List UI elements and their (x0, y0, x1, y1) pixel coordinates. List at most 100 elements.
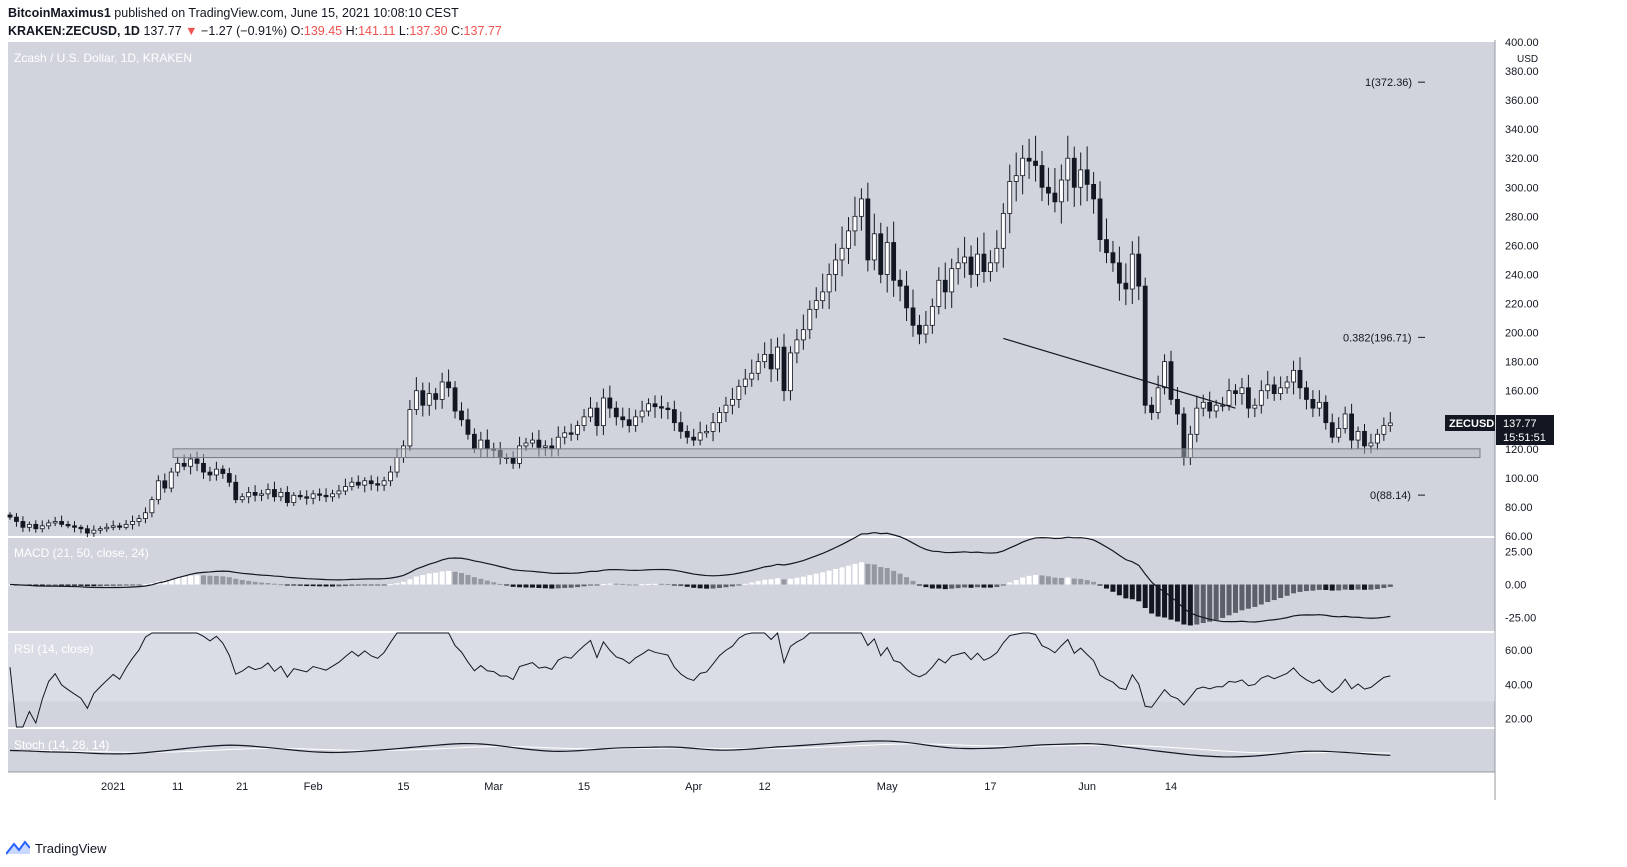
macd-hist-bar (529, 584, 535, 588)
macd-hist-bar (1233, 584, 1238, 613)
macd-hist-bar (375, 584, 381, 586)
macd-hist-bar (800, 576, 806, 585)
candle-down (536, 439, 542, 448)
candle-down (201, 462, 206, 473)
macd-hist-bar (91, 584, 97, 587)
macd-hist-bar (833, 568, 839, 585)
macd-histogram (7, 562, 1393, 626)
price-axis-tick-label: 300.00 (1505, 182, 1539, 194)
macd-hist-bar (1194, 584, 1200, 625)
candle-up (962, 256, 967, 264)
price-axis-tick-label: 120.00 (1505, 444, 1539, 456)
candle-down (446, 381, 452, 389)
candle-up (852, 215, 858, 232)
macd-hist-bar (755, 581, 761, 585)
macd-hist-bar (704, 584, 710, 589)
candle-down (878, 233, 884, 275)
candle-up (1155, 387, 1161, 413)
macd-hist-bar (729, 584, 735, 587)
candle-up (1200, 401, 1206, 409)
candle-up (542, 445, 548, 448)
macd-hist-bar (162, 580, 168, 585)
candle-up (975, 253, 980, 275)
candle-up (1387, 422, 1393, 426)
candle-up (1129, 253, 1135, 290)
macd-line (9, 531, 1391, 623)
candle-up (800, 329, 806, 341)
candle-down (1304, 387, 1309, 400)
macd-hist-bar (807, 575, 813, 585)
macd-title: MACD (21, 50, close, 24) (14, 546, 149, 560)
candle-down (459, 410, 464, 421)
price-pane-bg (8, 42, 1495, 536)
macd-hist-bar (330, 584, 335, 587)
candle-up (52, 521, 58, 524)
tradingview-logo-icon (6, 840, 30, 855)
candle-up (839, 247, 845, 261)
candle-up (91, 529, 97, 534)
candle-up (562, 432, 568, 438)
macd-hist-bar (639, 584, 645, 586)
macd-hist-bar (1245, 584, 1251, 609)
candle-up (581, 416, 587, 426)
macd-hist-bar (820, 572, 826, 585)
tradingview-footer[interactable]: TradingView (6, 840, 107, 856)
macd-hist-bar (413, 576, 419, 585)
candle-up (123, 523, 129, 528)
candle-down (684, 430, 690, 438)
candle-down (33, 523, 39, 530)
macd-hist-bar (226, 577, 232, 585)
macd-hist-bar (136, 584, 142, 586)
macd-hist-bar (52, 584, 58, 586)
candle-up (826, 274, 832, 293)
macd-hist-bar (1291, 584, 1297, 594)
price-axis-tick-label: 180.00 (1505, 357, 1539, 369)
time-axis-tick-label: 15 (397, 781, 409, 793)
candle-down (117, 525, 123, 528)
macd-hist-bar (175, 577, 181, 585)
candle-up (336, 490, 342, 495)
macd-hist-bar (581, 584, 587, 587)
macd-hist-bar (1252, 584, 1258, 607)
candle-up (104, 526, 110, 530)
time-axis-tick-label: 14 (1165, 781, 1177, 793)
macd-hist-bar (1284, 584, 1290, 596)
close-value: 137.77 (463, 24, 502, 38)
candle-down (942, 279, 948, 293)
candle-up (988, 262, 993, 272)
macd-hist-bar (781, 579, 787, 585)
macd-hist-bar (304, 584, 310, 587)
candle-down (1329, 422, 1335, 438)
macd-hist-bar (207, 575, 213, 585)
author-name[interactable]: BitcoinMaximus1 (8, 6, 111, 20)
time-axis-tick-label: 2021 (101, 781, 125, 793)
macd-hist-bar (1026, 575, 1032, 585)
candle-up (846, 230, 851, 249)
candle-up (1020, 157, 1026, 177)
macd-hist-bar (465, 574, 471, 585)
macd-hist-bar (1078, 578, 1084, 585)
macd-hist-bar (78, 584, 84, 586)
macd-hist-bar (826, 570, 832, 585)
macd-hist-bar (1045, 576, 1051, 585)
candle-down (910, 307, 916, 326)
candle-down (1104, 239, 1109, 254)
macd-hist-bar (1007, 582, 1013, 585)
candle-up (775, 346, 780, 370)
tradingview-brand: TradingView (35, 840, 107, 856)
candle-up (1013, 175, 1019, 182)
stoch-d-line (9, 743, 1391, 754)
candle-up (97, 528, 103, 531)
candle-up (239, 496, 245, 501)
candle-up (1284, 381, 1290, 389)
macd-hist-bar (884, 568, 890, 585)
high-value: 141.11 (358, 24, 396, 38)
candle-up (555, 436, 561, 450)
resistance-trendline (1003, 337, 1236, 409)
macd-hist-bar (1349, 584, 1355, 590)
macd-hist-bar (1168, 584, 1174, 620)
open-label: O: (290, 24, 304, 38)
macd-hist-bar (723, 584, 729, 588)
candle-up (381, 480, 387, 486)
